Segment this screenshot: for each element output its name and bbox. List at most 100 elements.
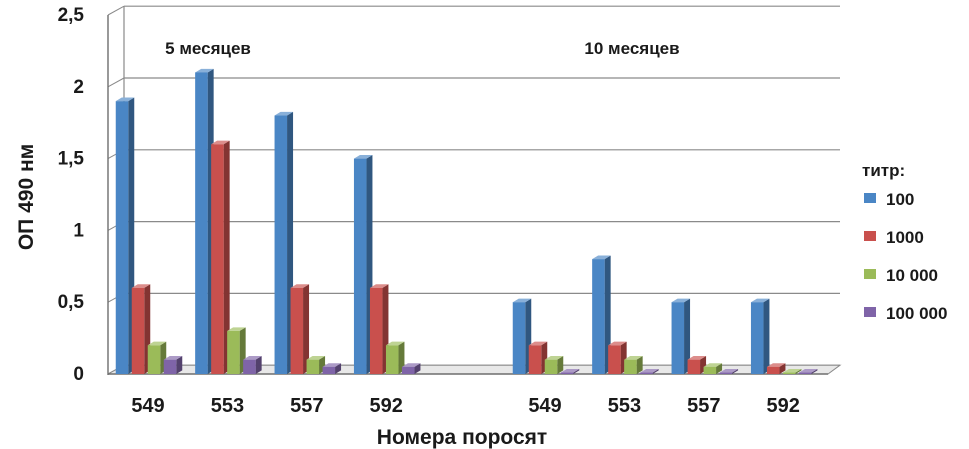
y-tick-label: 2,5 <box>58 5 85 26</box>
x-axis-title: Номера поросят <box>377 426 547 449</box>
bar <box>560 368 580 374</box>
x-category-label: 592 <box>767 395 800 417</box>
bar <box>592 255 611 374</box>
bar-front <box>195 72 208 374</box>
bar-side <box>763 298 770 374</box>
bar-top <box>385 341 405 346</box>
bar <box>353 155 373 374</box>
bar-top <box>243 356 262 360</box>
bar-top <box>369 284 389 288</box>
y-tick-label: 0,5 <box>58 292 85 313</box>
bar-side <box>684 298 691 374</box>
bar-top <box>608 341 627 346</box>
bar <box>322 363 342 374</box>
bar-front <box>544 359 558 374</box>
bar-top <box>274 111 294 116</box>
bar-side <box>398 341 405 374</box>
bar <box>798 368 818 374</box>
bar-top <box>544 356 564 360</box>
bar <box>227 327 246 374</box>
bar-top <box>782 368 802 373</box>
bar <box>306 356 326 374</box>
bar-front <box>560 372 574 374</box>
bar-top <box>703 363 723 367</box>
gridline-depth <box>107 77 125 88</box>
bar-top <box>211 140 230 145</box>
bar-front <box>528 345 542 374</box>
bar-top <box>671 298 691 303</box>
bar <box>671 298 691 374</box>
bar-side <box>795 368 802 374</box>
bars <box>115 68 818 375</box>
bar <box>750 298 770 374</box>
bar-top <box>227 327 246 331</box>
bar-front <box>782 372 796 374</box>
bar-top <box>624 356 643 360</box>
bar-front <box>147 345 161 374</box>
gridline-depth <box>107 5 125 16</box>
bar-side <box>732 368 739 374</box>
bar-top <box>195 68 214 73</box>
bar-front <box>274 115 288 375</box>
bar-top <box>640 368 659 373</box>
legend-swatch <box>864 269 876 279</box>
bar-top <box>322 363 342 367</box>
bar-side <box>557 356 564 374</box>
bar-top <box>147 341 167 346</box>
bar-side <box>335 363 342 374</box>
x-category-label: 592 <box>370 395 403 417</box>
legend-entry: 100 000 <box>886 304 947 323</box>
y-tick-label: 0 <box>73 364 84 385</box>
x-category-label: 549 <box>131 395 164 417</box>
x-category-label: 557 <box>687 395 720 417</box>
bar-front <box>766 366 780 374</box>
bar-front <box>671 302 685 374</box>
bar-front <box>687 359 701 374</box>
bar-front <box>115 101 129 374</box>
legend-title: титр: <box>862 161 905 180</box>
group-label-5-months: 5 месяцев <box>165 39 251 58</box>
bar-front <box>353 158 367 374</box>
bar-front <box>512 302 526 374</box>
y-tick-label: 2 <box>73 77 84 98</box>
x-category-label: 557 <box>290 395 323 417</box>
x-category-label: 553 <box>211 395 244 417</box>
bar-front <box>592 259 605 374</box>
bar-side <box>716 363 723 374</box>
legend-entry: 1000 <box>886 228 924 247</box>
bar <box>782 368 802 374</box>
bar-side <box>303 284 310 374</box>
x-category-label: 549 <box>528 395 561 417</box>
bar-front <box>243 359 256 374</box>
bar-front <box>719 372 733 374</box>
legend-swatch <box>864 307 876 317</box>
bar <box>608 341 627 374</box>
bar <box>195 68 214 374</box>
bar-top <box>131 284 151 288</box>
x-category-label: 553 <box>608 395 641 417</box>
bar <box>544 356 564 374</box>
bar-side <box>255 356 262 374</box>
bar-side <box>779 363 786 374</box>
legend-entry: 100 <box>886 190 914 209</box>
bar <box>211 140 230 374</box>
bar <box>624 356 643 374</box>
bar-top <box>798 368 818 373</box>
bar <box>687 356 707 374</box>
bar-side <box>811 368 818 374</box>
bar-front <box>131 287 145 374</box>
bar <box>163 356 183 374</box>
bar-front <box>640 372 653 374</box>
bar-top <box>687 356 707 360</box>
y-axis-title: ОП 490 нм <box>15 144 38 250</box>
bar <box>274 111 294 375</box>
bar-front <box>385 345 399 374</box>
bar-front <box>401 366 415 374</box>
bar-top <box>750 298 770 303</box>
legend-swatch <box>864 193 876 203</box>
bar <box>528 341 548 374</box>
legend: титр: 100 1000 10 000 100 000 <box>862 161 947 323</box>
bar-top <box>115 97 135 102</box>
bar-front <box>227 330 240 374</box>
bar-top <box>353 155 373 159</box>
